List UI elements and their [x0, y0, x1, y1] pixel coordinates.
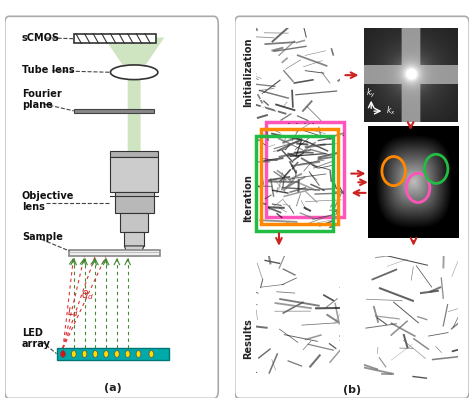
Text: · · · ·: · · · · — [288, 118, 316, 131]
Ellipse shape — [93, 351, 98, 357]
Bar — [110, 157, 158, 192]
Ellipse shape — [82, 351, 87, 357]
Bar — [69, 250, 160, 256]
Bar — [110, 151, 158, 157]
Text: Initialization: Initialization — [243, 37, 253, 107]
Bar — [256, 136, 333, 230]
Text: LED
array: LED array — [22, 328, 51, 349]
Ellipse shape — [72, 351, 76, 357]
Text: (b): (b) — [343, 385, 361, 395]
Text: Objective
lens: Objective lens — [22, 191, 74, 212]
Ellipse shape — [61, 351, 65, 357]
Polygon shape — [104, 37, 164, 250]
Text: (a): (a) — [104, 383, 121, 393]
Text: Iteration: Iteration — [243, 174, 253, 222]
FancyBboxPatch shape — [5, 16, 218, 398]
Ellipse shape — [104, 351, 109, 357]
Bar — [261, 129, 338, 224]
Text: sCMOS: sCMOS — [22, 32, 60, 42]
Text: Tube lens: Tube lens — [22, 65, 74, 76]
Text: Sample: Sample — [22, 232, 63, 242]
Bar — [56, 348, 169, 360]
Text: Results: Results — [243, 318, 253, 359]
Text: $\theta_d$: $\theta_d$ — [82, 288, 94, 302]
Bar — [74, 109, 154, 113]
Bar — [266, 122, 344, 217]
Bar — [125, 232, 144, 246]
Bar — [120, 213, 148, 232]
FancyBboxPatch shape — [235, 16, 469, 398]
Ellipse shape — [115, 351, 119, 357]
Ellipse shape — [125, 351, 130, 357]
Ellipse shape — [149, 351, 154, 357]
Ellipse shape — [136, 351, 141, 357]
Ellipse shape — [110, 65, 158, 80]
Text: $L_d$: $L_d$ — [67, 305, 79, 319]
Text: Fourier
plane: Fourier plane — [22, 89, 62, 110]
Polygon shape — [125, 246, 144, 256]
Bar — [115, 192, 154, 213]
Bar — [74, 34, 155, 43]
